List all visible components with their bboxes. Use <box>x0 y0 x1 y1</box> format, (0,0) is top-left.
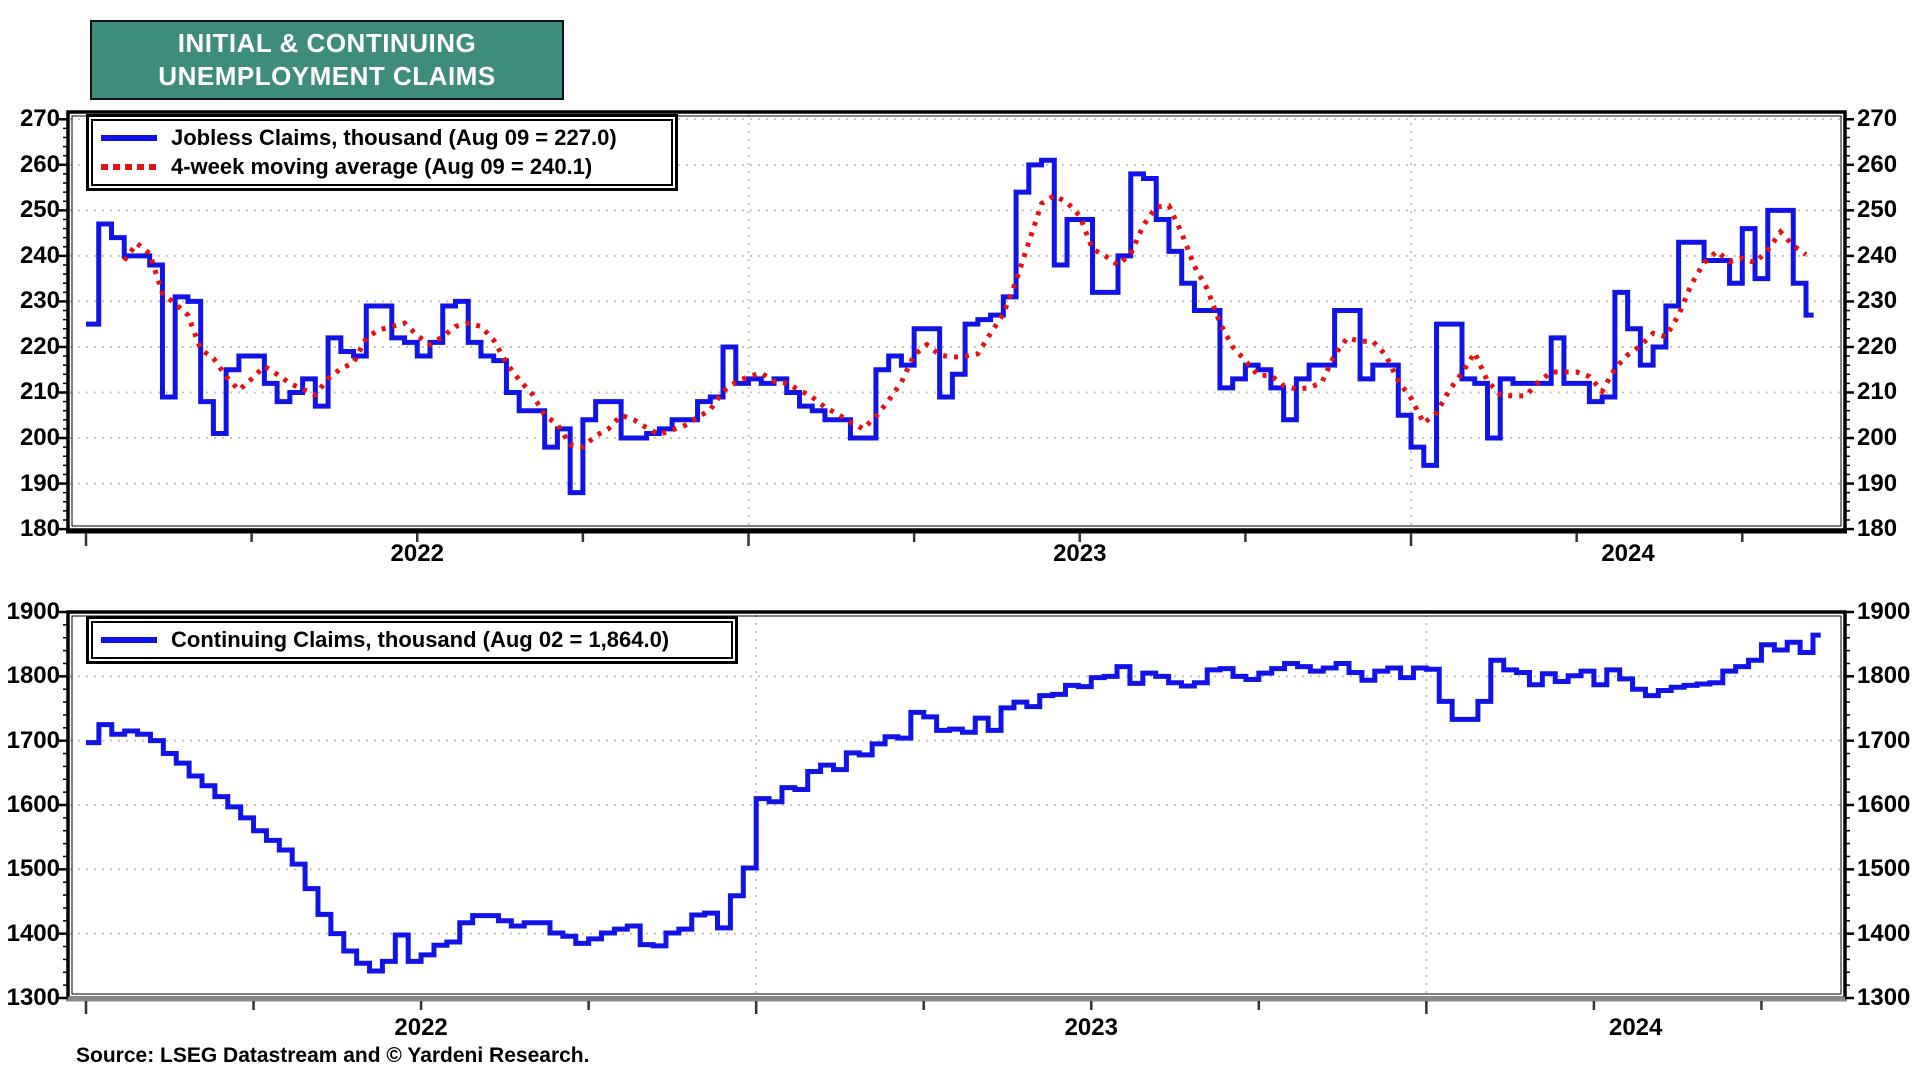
chart-title-box: INITIAL & CONTINUING UNEMPLOYMENT CLAIMS <box>90 20 564 100</box>
x-axis-year-label-bottom: 2023 <box>1064 1014 1118 1041</box>
bottom-panel-legend: Continuing Claims, thousand (Aug 02 = 1,… <box>86 616 738 664</box>
chart-title-line1: INITIAL & CONTINUING <box>177 28 477 58</box>
y-axis-tick-label-top: 240 <box>19 241 60 269</box>
y-axis-tick-label-top: 210 <box>19 378 60 406</box>
source-note: Source: LSEG Datastream and © Yardeni Re… <box>76 1044 590 1067</box>
y-axis-tick-label-bottom: 1800 <box>6 662 60 690</box>
legend-row-jobless-claims: Jobless Claims, thousand (Aug 09 = 227.0… <box>101 125 661 151</box>
y-axis-tick-label-top: 220 <box>1857 332 1898 360</box>
y-axis-tick-label-top: 200 <box>1857 424 1898 452</box>
chart-title-line2: UNEMPLOYMENT CLAIMS <box>158 61 496 91</box>
y-axis-tick-label-top: 200 <box>19 424 60 452</box>
jobless-claims-legend-label: Jobless Claims, thousand (Aug 09 = 227.0… <box>171 125 617 150</box>
blue-solid-line-swatch <box>101 135 157 141</box>
y-axis-tick-label-bottom: 1900 <box>6 598 60 625</box>
red-dotted-line-swatch <box>101 164 157 170</box>
y-axis-tick-label-top: 230 <box>1857 287 1898 315</box>
y-axis-tick-label-top: 220 <box>19 332 60 360</box>
legend-row-continuing-claims: Continuing Claims, thousand (Aug 02 = 1,… <box>101 627 721 653</box>
x-axis-year-label-top: 2024 <box>1601 540 1655 567</box>
y-axis-tick-label-bottom: 1500 <box>1857 855 1911 883</box>
y-axis-tick-label-bottom: 1700 <box>1857 726 1911 754</box>
x-axis-year-label-bottom: 2024 <box>1608 1014 1663 1041</box>
y-axis-tick-label-bottom: 1300 <box>1857 984 1911 1011</box>
y-axis-tick-label-bottom: 1400 <box>1857 919 1911 947</box>
y-axis-tick-label-bottom: 1400 <box>6 919 60 947</box>
y-axis-tick-label-top: 180 <box>19 515 60 543</box>
y-axis-tick-label-top: 270 <box>1857 105 1898 133</box>
y-axis-tick-label-top: 260 <box>19 150 60 178</box>
y-axis-tick-label-top: 190 <box>19 469 60 497</box>
blue-solid-line-swatch <box>101 637 157 643</box>
y-axis-tick-label-bottom: 1500 <box>6 855 60 883</box>
legend-row-moving-average: 4-week moving average (Aug 09 = 240.1) <box>101 154 661 180</box>
y-axis-tick-label-top: 270 <box>19 105 60 133</box>
y-axis-tick-label-bottom: 1900 <box>1857 598 1911 625</box>
y-axis-tick-label-bottom: 1600 <box>1857 791 1911 818</box>
y-axis-tick-label-top: 240 <box>1857 241 1898 269</box>
top-panel-legend: Jobless Claims, thousand (Aug 09 = 227.0… <box>86 114 678 191</box>
y-axis-tick-label-top: 250 <box>1857 196 1898 224</box>
continuing-claims-legend-label: Continuing Claims, thousand (Aug 02 = 1,… <box>171 627 670 652</box>
y-axis-tick-label-top: 210 <box>1857 378 1898 406</box>
x-axis-year-label-top: 2022 <box>390 540 444 567</box>
y-axis-tick-label-top: 250 <box>19 196 60 224</box>
y-axis-tick-label-top: 180 <box>1857 515 1898 543</box>
x-axis-year-label-bottom: 2022 <box>394 1014 448 1041</box>
moving-average-legend-label: 4-week moving average (Aug 09 = 240.1) <box>171 154 593 179</box>
y-axis-tick-label-top: 230 <box>19 287 60 315</box>
y-axis-tick-label-bottom: 1300 <box>6 984 60 1011</box>
y-axis-tick-label-bottom: 1600 <box>6 791 60 818</box>
y-axis-tick-label-top: 190 <box>1857 469 1898 497</box>
y-axis-tick-label-bottom: 1700 <box>6 726 60 754</box>
x-axis-year-label-top: 2023 <box>1053 540 1107 567</box>
y-axis-tick-label-bottom: 1800 <box>1857 662 1911 690</box>
y-axis-tick-label-top: 260 <box>1857 150 1898 178</box>
